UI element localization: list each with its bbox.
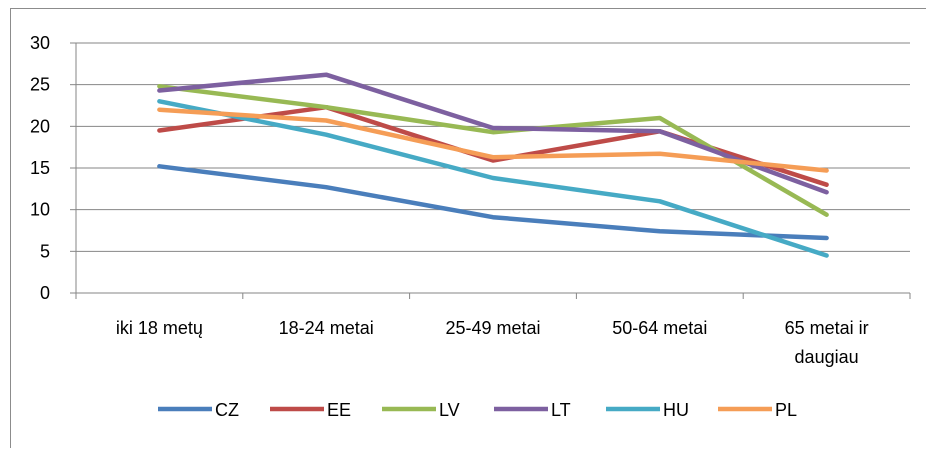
x-tick-label: 50-64 metai	[612, 318, 707, 338]
legend-label: CZ	[215, 400, 239, 420]
series-lines	[157, 72, 829, 258]
series-line-pl	[157, 107, 829, 173]
y-tick-label: 5	[40, 241, 50, 261]
x-axis-tick-labels: iki 18 metų 18-24 metai 25-49 metai 50-64 m…	[116, 318, 869, 367]
x-tick-label: 18-24 metai	[279, 318, 374, 338]
legend-item-lv: LV	[382, 400, 460, 420]
y-tick-label: 10	[30, 200, 50, 220]
legend-label: EE	[327, 400, 351, 420]
legend-item-pl: PL	[718, 400, 797, 420]
legend: CZ EE LV LT HU PL	[158, 400, 797, 420]
y-tick-label: 25	[30, 75, 50, 95]
y-tick-label: 30	[30, 33, 50, 53]
gridlines	[76, 42, 910, 252]
legend-label: HU	[663, 400, 689, 420]
x-tick-label: 25-49 metai	[445, 318, 540, 338]
legend-item-hu: HU	[606, 400, 689, 420]
legend-label: LT	[551, 400, 571, 420]
chart-frame	[10, 8, 926, 448]
y-axis-tick-labels: 0 5 10 15 20 25 30	[30, 33, 50, 303]
legend-item-lt: LT	[494, 400, 571, 420]
legend-item-cz: CZ	[158, 400, 239, 420]
series-line-lt	[157, 72, 829, 195]
legend-item-ee: EE	[270, 400, 351, 420]
series-line-cz	[157, 164, 829, 241]
x-tick-label: iki 18 metų	[116, 318, 203, 338]
axes	[70, 42, 911, 299]
legend-label: LV	[439, 400, 460, 420]
x-tick-label: 65 metai ir daugiau	[785, 318, 869, 367]
series-line-ee	[157, 104, 829, 187]
y-tick-label: 20	[30, 116, 50, 136]
legend-label: PL	[775, 400, 797, 420]
series-line-hu	[157, 99, 829, 258]
y-tick-label: 15	[30, 158, 50, 178]
y-tick-label: 0	[40, 283, 50, 303]
